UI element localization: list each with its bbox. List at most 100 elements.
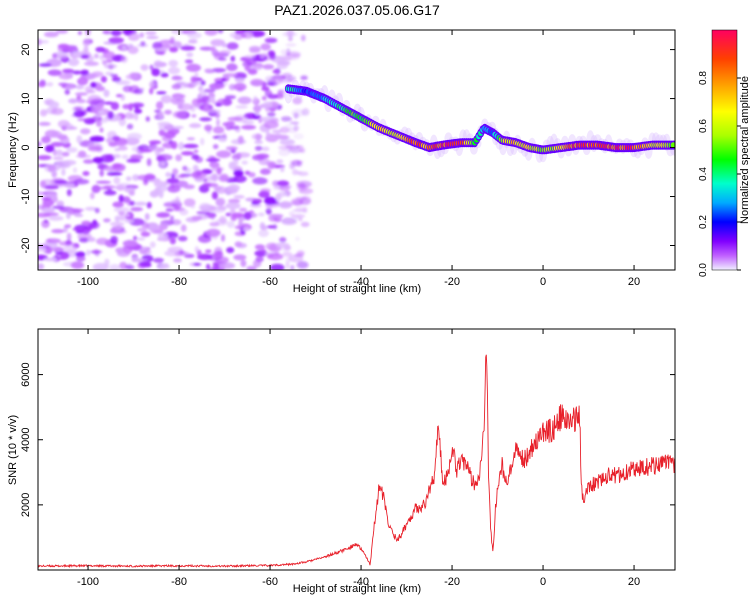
- noise-blob: [72, 167, 78, 173]
- noise-blob: [104, 258, 110, 267]
- noise-blob: [278, 148, 290, 157]
- noise-blob: [68, 98, 78, 104]
- noise-blob: [269, 263, 285, 270]
- noise-blob: [263, 101, 273, 109]
- noise-blob: [178, 141, 185, 151]
- noise-blob: [38, 204, 42, 210]
- noise-blob: [180, 45, 196, 51]
- noise-blob: [63, 183, 75, 188]
- noise-blob: [261, 86, 270, 92]
- noise-blob: [191, 171, 207, 179]
- noise-blob: [227, 116, 244, 121]
- noise-blob: [171, 219, 182, 226]
- noise-blob: [302, 207, 308, 213]
- noise-blob: [219, 173, 229, 182]
- noise-blob: [226, 42, 239, 50]
- noise-blob: [73, 178, 90, 185]
- noise-blob: [40, 180, 47, 188]
- noise-blob: [158, 129, 166, 137]
- noise-blob: [52, 156, 64, 161]
- noise-blob: [285, 260, 290, 269]
- noise-blob: [65, 239, 72, 246]
- noise-blob: [153, 257, 164, 263]
- noise-blob: [186, 63, 201, 72]
- noise-blob: [267, 111, 276, 118]
- noise-blob: [258, 229, 269, 238]
- noise-blob: [210, 39, 225, 47]
- noise-blob: [127, 46, 139, 55]
- noise-blob: [300, 75, 308, 80]
- noise-blob: [154, 109, 162, 113]
- noise-blob: [205, 158, 221, 162]
- noise-blob: [86, 249, 91, 256]
- noise-blob: [65, 84, 75, 90]
- noise-blob: [265, 75, 274, 83]
- noise-blob: [262, 64, 275, 70]
- noise-blob: [98, 186, 110, 190]
- noise-blob: [280, 49, 289, 55]
- noise-blob: [254, 145, 263, 151]
- noise-blob: [247, 68, 258, 75]
- noise-blob: [160, 95, 173, 104]
- noise-blob: [97, 110, 105, 114]
- noise-blob: [87, 94, 102, 103]
- noise-blob: [214, 250, 224, 259]
- noise-blob: [229, 125, 240, 130]
- noise-blob: [188, 39, 198, 44]
- noise-blob: [84, 73, 99, 79]
- noise-blob: [146, 158, 152, 167]
- noise-blob: [191, 114, 197, 118]
- noise-blob: [278, 201, 293, 209]
- noise-blob: [48, 215, 64, 221]
- noise-blob: [299, 147, 306, 153]
- noise-blob: [115, 215, 120, 223]
- noise-blob: [259, 168, 271, 175]
- noise-blob: [230, 55, 236, 62]
- noise-blob: [131, 258, 144, 263]
- noise-blob: [233, 82, 247, 91]
- noise-blob: [267, 162, 275, 170]
- noise-blob: [253, 104, 262, 113]
- noise-blob: [221, 43, 228, 48]
- noise-blob: [158, 190, 164, 199]
- noise-blob: [191, 154, 200, 160]
- noise-blob: [151, 68, 161, 77]
- noise-blob: [134, 108, 143, 114]
- noise-blob: [146, 222, 159, 231]
- noise-blob: [199, 46, 214, 51]
- noise-blob: [46, 82, 54, 87]
- noise-blob: [155, 101, 164, 110]
- noise-blob: [140, 231, 151, 237]
- noise-blob: [219, 50, 232, 55]
- noise-blob: [129, 200, 136, 206]
- noise-blob: [180, 224, 187, 232]
- noise-blob: [258, 212, 265, 217]
- x-tick-label: -40: [353, 276, 369, 288]
- noise-blob: [225, 202, 241, 210]
- noise-blob: [146, 35, 159, 40]
- x-tick-label: -60: [262, 576, 278, 588]
- noise-blob: [83, 159, 95, 164]
- noise-blob: [284, 123, 293, 131]
- x-tick-label: -100: [77, 276, 99, 288]
- noise-blob: [112, 163, 122, 169]
- noise-blob: [94, 53, 99, 59]
- noise-blob: [217, 30, 224, 34]
- noise-blob: [79, 78, 88, 85]
- colorbar-label: Normalized spectral amplitude: [739, 76, 750, 224]
- noise-blob: [66, 189, 72, 197]
- noise-blob: [296, 261, 309, 269]
- noise-blob: [136, 237, 146, 241]
- noise-blob: [233, 254, 247, 261]
- noise-blob: [191, 98, 201, 107]
- noise-blob: [241, 160, 248, 165]
- noise-blob: [300, 34, 306, 42]
- noise-blob: [241, 124, 257, 130]
- noise-blob: [140, 64, 149, 71]
- noise-blob: [169, 237, 176, 245]
- noise-blob: [38, 121, 51, 126]
- snr-frame: [37, 328, 676, 571]
- noise-blob: [242, 227, 251, 232]
- y-tick-label: -20: [20, 238, 32, 254]
